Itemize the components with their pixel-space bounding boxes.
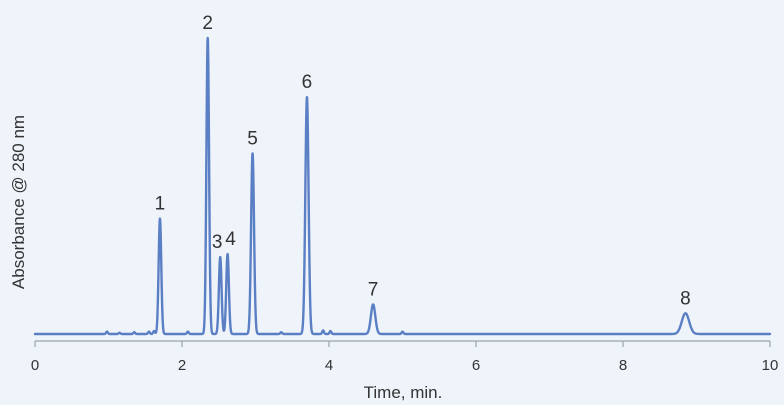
peak-label-7: 7 [368,279,379,300]
x-tick-label: 10 [762,357,779,374]
axes: 0 2 4 6 8 10 [31,340,779,374]
x-tick-label: 2 [178,357,186,374]
peak-label-3: 3 [212,232,223,253]
peak-label-2: 2 [202,13,213,34]
y-axis-title: Absorbance @ 280 nm [9,115,28,289]
peak-label-1: 1 [155,194,166,215]
peak-label-6: 6 [302,72,313,93]
peak-label-4: 4 [225,229,236,250]
peak-label-8: 8 [680,288,691,309]
chromatogram-line [33,36,772,336]
x-tick-label: 6 [472,357,480,374]
peak-labels: 1 2 3 4 5 6 7 8 [155,13,691,309]
chromatogram-trace [33,36,772,336]
x-axis-title: Time, min. [364,383,443,402]
peak-label-5: 5 [247,128,258,149]
x-tick-label: 4 [325,357,333,374]
x-tick-label: 8 [619,357,627,374]
x-tick-label: 0 [31,357,39,374]
